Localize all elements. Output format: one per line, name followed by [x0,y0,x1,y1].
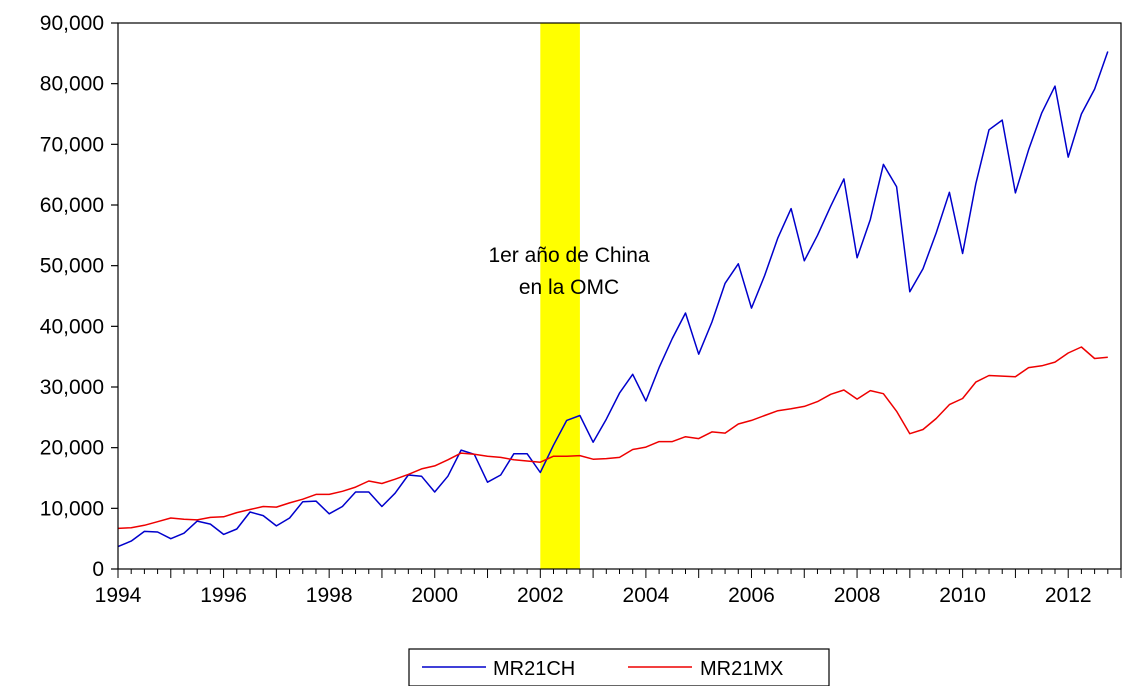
y-tick-label: 90,000 [40,12,104,35]
x-tick-label: 2000 [411,584,458,607]
y-tick-label: 50,000 [40,255,104,278]
y-tick-label: 20,000 [40,437,104,460]
x-tick-label: 1994 [95,584,142,607]
legend-label-mr21ch: MR21CH [493,658,575,680]
y-axis: 0 10,000 20,000 30,000 40,000 50,000 60,000 70,… [40,12,118,581]
legend: MR21CH MR21MX [408,648,830,686]
series-layer [117,51,1109,548]
x-tick-label: 1998 [306,584,353,607]
y-tick-label: 60,000 [40,194,104,217]
y-tick-label: 70,000 [40,133,104,156]
x-tick-label: 2006 [728,584,775,607]
series-line-mr21ch [117,51,1109,548]
y-tick-label: 0 [92,558,104,581]
y-tick-label: 40,000 [40,315,104,338]
x-tick-label: 1996 [200,584,247,607]
y-tick-label: 10,000 [40,497,104,520]
x-tick-label: 2010 [939,584,986,607]
y-tick-label: 30,000 [40,376,104,399]
highlight-band [540,23,580,569]
legend-label-mr21mx: MR21MX [700,658,783,680]
annotation-line-2: en la OMC [519,276,619,299]
x-tick-label: 2002 [517,584,564,607]
x-tick-label: 2008 [834,584,881,607]
x-tick-label: 2004 [623,584,670,607]
highlight-layer [540,23,580,569]
x-tick-label: 2012 [1045,584,1092,607]
annotation: 1er año de China en la OMC [488,244,649,299]
x-axis: 1994 1996 1998 2000 2002 2004 2006 2008 2010 2012 [95,569,1122,607]
annotation-line-1: 1er año de China [488,244,649,267]
y-tick-label: 80,000 [40,73,104,96]
series-line-mr21mx [117,346,1108,530]
